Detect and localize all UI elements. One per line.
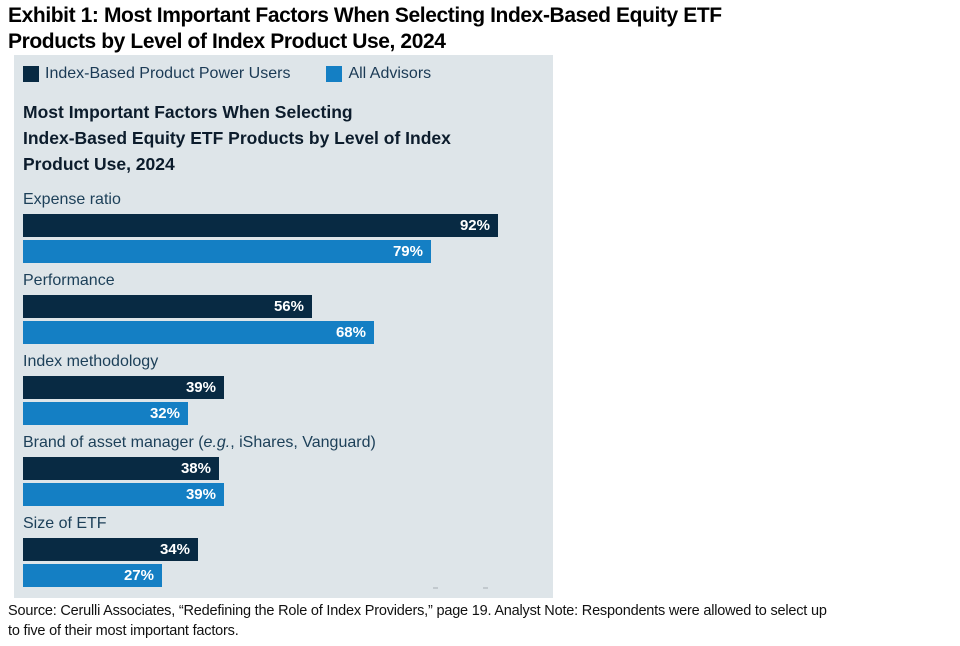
value-label: 39%: [185, 379, 216, 396]
bar-group: Expense ratio 92% 79%: [23, 189, 543, 263]
bar-all-advisors: 27%: [23, 564, 162, 587]
category-label: Performance: [23, 272, 115, 289]
value-label: 38%: [180, 460, 211, 477]
bar-group: Brand of asset manager (e.g., iShares, V…: [23, 432, 543, 506]
source-note-line-1: Source: Cerulli Associates, “Redefining …: [8, 603, 827, 619]
bar-power-users: 34%: [23, 538, 198, 561]
exhibit-title-line-1: Exhibit 1: Most Important Factors When S…: [8, 4, 722, 27]
category-label: Index methodology: [23, 353, 159, 370]
exhibit-title: Exhibit 1: Most Important Factors When S…: [8, 3, 948, 55]
source-note-line-2: to five of their most important factors.: [8, 623, 239, 639]
category-label: Size of ETF: [23, 515, 107, 532]
category-label: Expense ratio: [23, 191, 121, 208]
legend: Index-Based Product Power Users All Advi…: [23, 65, 431, 83]
value-label: 39%: [185, 486, 216, 503]
legend-item-all-advisors: All Advisors: [326, 65, 431, 83]
source-note: Source: Cerulli Associates, “Redefining …: [8, 601, 956, 641]
bar-all-advisors: 39%: [23, 483, 224, 506]
legend-swatch-all-advisors-icon: [326, 66, 343, 82]
legend-swatch-power-users-icon: [23, 66, 39, 82]
watermark-dash: [483, 587, 488, 589]
bar-power-users: 39%: [23, 376, 224, 399]
value-label: 92%: [459, 217, 490, 234]
legend-label-all-advisors: All Advisors: [348, 65, 432, 82]
legend-label-power-users: Index-Based Product Power Users: [45, 65, 291, 82]
value-label: 56%: [273, 298, 304, 315]
chart-title-line-3: Product Use, 2024: [23, 154, 175, 174]
value-label: 79%: [392, 243, 423, 260]
bar-all-advisors: 79%: [23, 240, 431, 263]
bar-group: Performance 56% 68%: [23, 270, 543, 344]
bar-group: Index methodology 39% 32%: [23, 351, 543, 425]
value-label: 68%: [335, 324, 366, 341]
value-label: 27%: [123, 567, 154, 584]
category-label: Brand of asset manager (e.g., iShares, V…: [23, 434, 376, 451]
value-label: 32%: [149, 405, 180, 422]
bar-power-users: 38%: [23, 457, 219, 480]
bar-all-advisors: 32%: [23, 402, 188, 425]
bar-group: Size of ETF 34% 27%: [23, 513, 543, 587]
chart-title-line-2: Index-Based Equity ETF Products by Level…: [23, 128, 451, 148]
legend-item-power-users: Index-Based Product Power Users: [23, 65, 290, 83]
chart-title-line-1: Most Important Factors When Selecting: [23, 102, 353, 122]
bar-all-advisors: 68%: [23, 321, 374, 344]
bar-power-users: 92%: [23, 214, 498, 237]
watermark-dash: [433, 587, 438, 589]
chart-title: Most Important Factors When Selecting In…: [23, 99, 543, 177]
chart-panel: Index-Based Product Power Users All Advi…: [14, 55, 553, 598]
exhibit-title-line-2: Products by Level of Index Product Use, …: [8, 30, 446, 53]
bar-chart: Expense ratio 92% 79% Performance 56% 68% Inde…: [23, 189, 543, 594]
bar-power-users: 56%: [23, 295, 312, 318]
value-label: 34%: [159, 541, 190, 558]
